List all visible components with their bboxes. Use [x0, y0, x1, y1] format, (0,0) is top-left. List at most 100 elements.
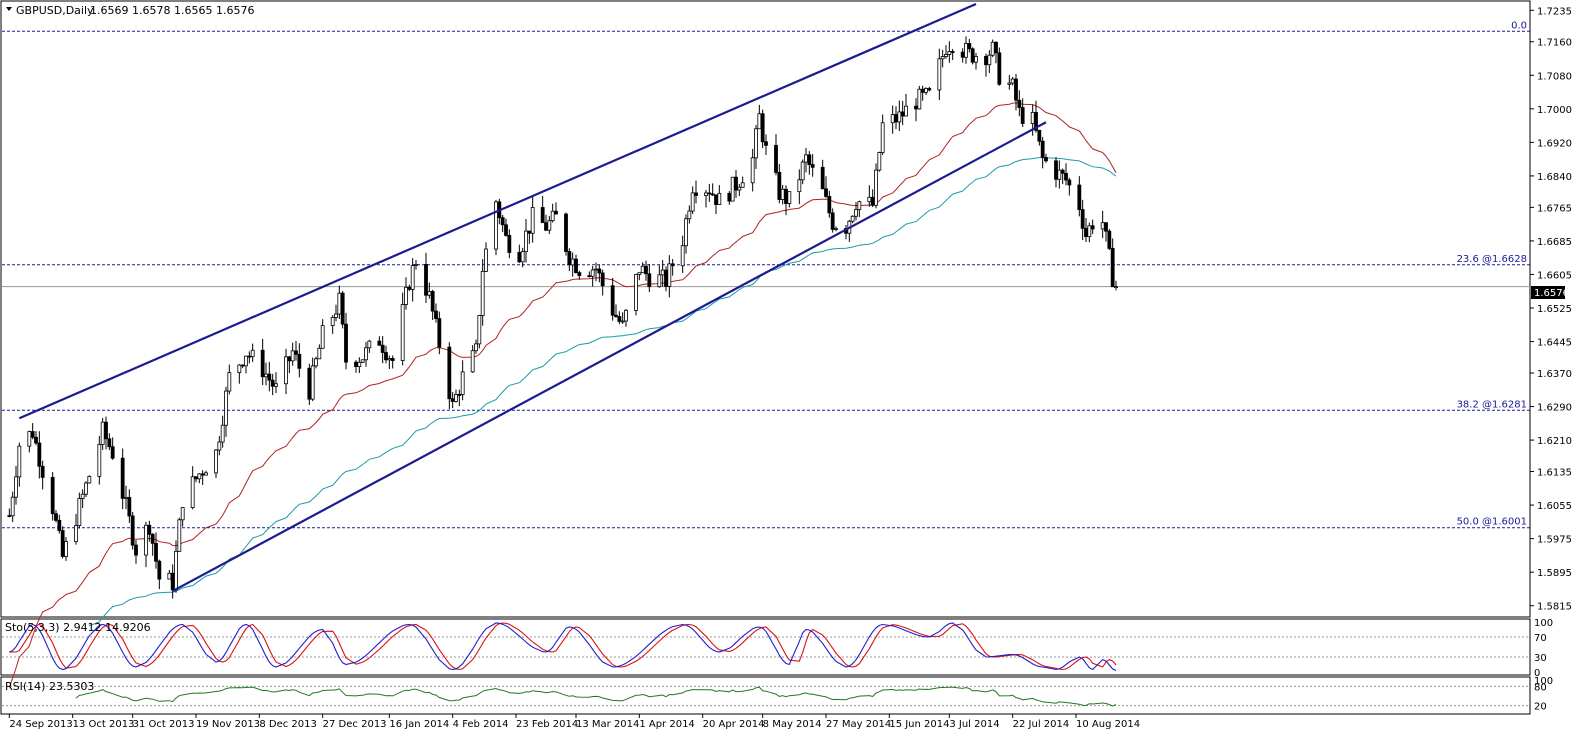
candle-body	[780, 188, 785, 200]
candle-body	[704, 192, 708, 196]
candle-body	[194, 476, 198, 480]
date-tick-label: 1 Apr 2014	[639, 719, 694, 730]
candle-body	[180, 507, 185, 521]
candle-body	[357, 361, 362, 367]
fib-level-label: 38.2 @1.6281	[1457, 399, 1527, 410]
candle-body	[120, 457, 125, 499]
candle-body	[1037, 129, 1042, 142]
channel-lower-line[interactable]	[172, 121, 1047, 593]
candle-body	[684, 218, 688, 247]
price-tick-label: 1.6290	[1537, 403, 1572, 414]
fib-level-label: 50.0 @1.6001	[1457, 517, 1527, 528]
price-panel[interactable]	[0, 0, 1531, 618]
candle-body	[124, 496, 128, 499]
candle-body	[10, 496, 15, 517]
fib-retracement-levels[interactable]: 0.0 23.6 @1.6628 38.2 @1.6281 50.0 @1.6001	[2, 20, 1530, 529]
date-tick-label: 8 Dec 2013	[259, 719, 317, 730]
candle-body	[1040, 140, 1045, 158]
candle-body	[40, 465, 45, 478]
candle-body	[364, 347, 368, 361]
candle-body	[244, 355, 248, 367]
candle-body	[994, 41, 998, 54]
candle-body	[480, 270, 485, 316]
date-tick-label: 22 Jul 2014	[1013, 719, 1070, 730]
candle-body	[867, 196, 872, 203]
candle-body	[74, 525, 78, 542]
candle-body	[950, 51, 955, 53]
candle-body	[297, 353, 302, 369]
candle-body	[1084, 227, 1088, 238]
candle-body	[900, 111, 905, 117]
date-tick-label: 10 Aug 2014	[1076, 719, 1140, 730]
price-tick-label: 1.6765	[1537, 203, 1572, 214]
candle-body	[274, 383, 278, 387]
candle-body	[547, 220, 552, 231]
candle-body	[64, 541, 68, 557]
candle-body	[330, 317, 335, 327]
candle-body	[680, 245, 685, 267]
candle-body	[797, 179, 802, 193]
candle-body	[927, 88, 932, 91]
candle-body	[1060, 169, 1065, 174]
ohlc-values: 1.6569 1.6578 1.6565 1.6576	[90, 4, 254, 17]
candle-body	[644, 265, 648, 275]
candle-body	[820, 166, 825, 190]
candle-body	[504, 224, 508, 236]
date-tick-label: 8 May 2014	[763, 719, 822, 730]
candle-body	[667, 263, 672, 287]
candle-body	[477, 315, 482, 345]
candle-body	[367, 340, 372, 349]
stochastic-tick-label: 70	[1534, 633, 1547, 644]
candle-body	[290, 350, 295, 362]
candle-body	[964, 42, 968, 58]
date-tick-label: 27 May 2014	[826, 719, 891, 730]
trend-channel[interactable]	[18, 2, 1047, 593]
date-tick-label: 13 Oct 2013	[73, 719, 135, 730]
channel-upper-line[interactable]	[18, 2, 977, 420]
candle-body	[150, 533, 155, 544]
candle-body	[984, 56, 988, 66]
candle-body	[1017, 99, 1022, 108]
candle-body	[920, 88, 925, 93]
candle-body	[1020, 107, 1025, 124]
candle-body	[567, 251, 572, 266]
candle-body	[914, 105, 918, 110]
candle-body	[1114, 286, 1118, 289]
candle-body	[260, 349, 265, 378]
date-tick-label: 3 Jul 2014	[949, 719, 999, 730]
candle-body	[317, 347, 322, 360]
candle-body	[1080, 209, 1085, 229]
stochastic-tick-label: 30	[1534, 653, 1547, 664]
rsi-panel[interactable]	[0, 676, 1531, 715]
candle-body	[320, 325, 325, 349]
stochastic-main-line	[9, 622, 1117, 671]
candle-body	[1077, 184, 1082, 211]
candle-body	[1057, 169, 1062, 180]
candle-body	[237, 364, 242, 374]
candle-body	[174, 550, 178, 591]
date-tick-label: 4 Feb 2014	[453, 719, 509, 730]
candle-body	[937, 58, 942, 91]
candle-body	[314, 358, 318, 367]
candle-body	[690, 192, 695, 212]
candle-body	[824, 188, 828, 197]
candle-body	[340, 292, 345, 325]
candle-body	[470, 350, 475, 373]
candle-body	[474, 343, 478, 352]
candle-body	[460, 371, 465, 395]
price-tick-label: 1.6840	[1537, 172, 1572, 183]
candle-body	[204, 472, 208, 476]
candle-body	[610, 285, 615, 316]
candle-body	[430, 291, 435, 312]
candle-body	[97, 444, 102, 477]
date-tick-label: 24 Sep 2013	[9, 719, 72, 730]
candle-body	[294, 350, 298, 355]
candle-body	[410, 265, 415, 290]
candle-body	[267, 373, 272, 381]
candle-body	[750, 157, 755, 184]
candle-body	[177, 519, 182, 552]
chart-header: GBPUSD,Daily 1.6569 1.6578 1.6565 1.6576	[6, 4, 254, 17]
candle-body	[100, 421, 105, 445]
candle-body	[877, 152, 882, 171]
dropdown-triangle-icon[interactable]	[6, 7, 12, 11]
